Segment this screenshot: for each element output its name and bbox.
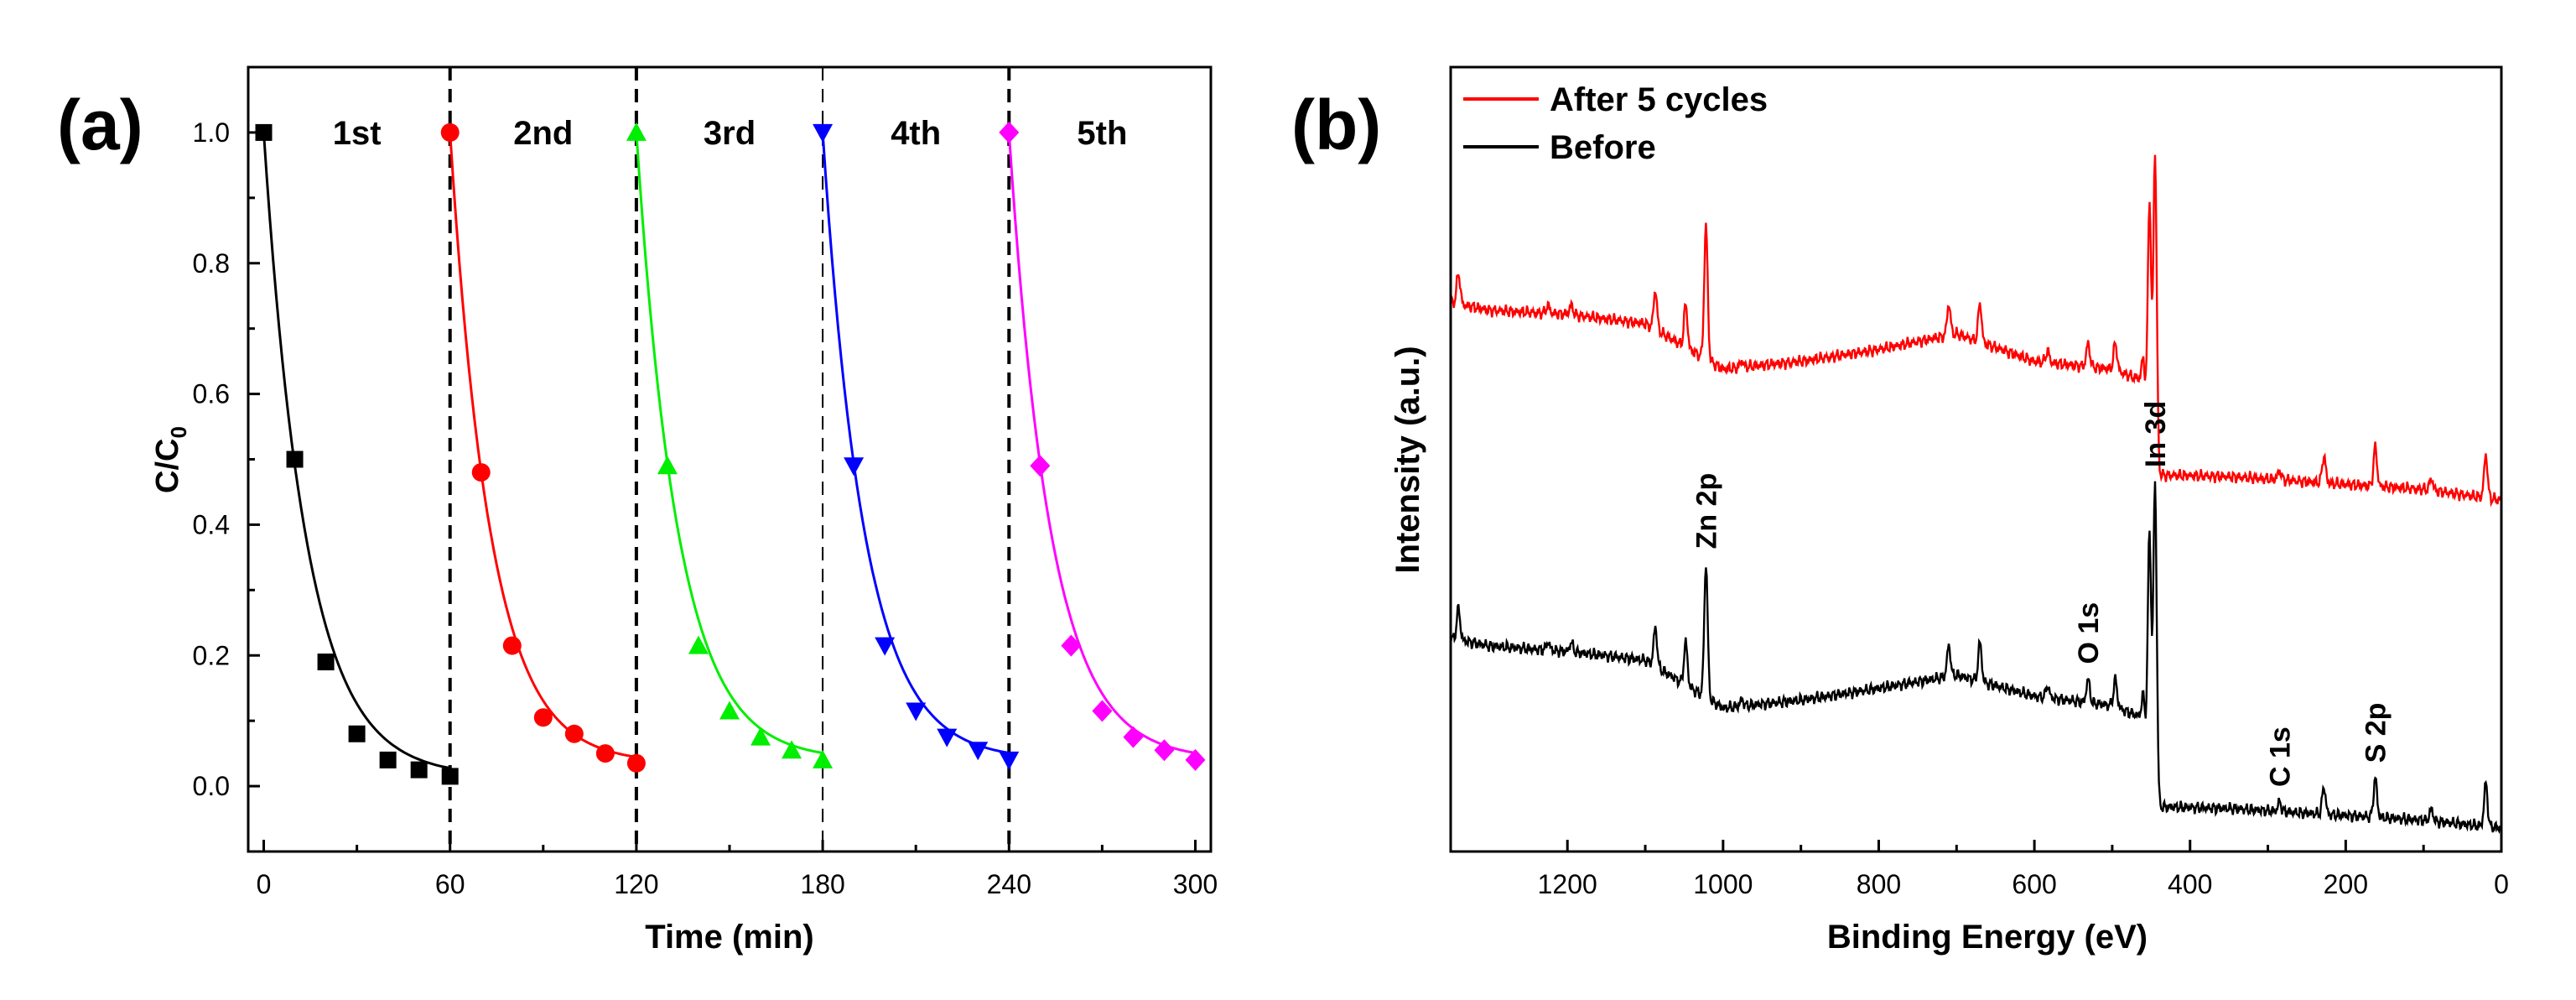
data-point-1st-2 [317,654,335,671]
peak-label-Zn-2p: Zn 2p [1690,473,1722,549]
peak-label-O-1s: O 1s [2073,602,2105,664]
legend: After 5 cycles Before [1463,81,1768,166]
data-point-4th-6 [999,751,1020,770]
data-point-5th-5 [1154,739,1175,762]
cycle-dividers [448,67,1011,852]
axis-ticks-b: 1200 1000 800 600 400 200 0 [1538,840,2509,899]
spectrum-Before [1449,481,2503,835]
panel-a-label: (a) [57,86,143,164]
chart-panel-b: (b) 1200 1000 800 600 400 200 0 Zn 2p O 1s In 3d… [1291,65,2509,956]
y-axis-title-subscript: 0 [166,426,191,438]
data-point-5th-3 [1092,700,1113,722]
y-tick-label-0.4: 0.4 [193,509,230,539]
data-point-4th-1 [844,457,865,477]
plot-frame-a [247,65,1213,853]
data-point-3rd-0 [626,122,647,141]
xb-tick-label-0: 0 [2494,869,2509,899]
y-tick-label-1.0: 1.0 [193,117,230,148]
data-point-5th-2 [1061,634,1082,657]
data-point-4th-2 [875,637,896,656]
peak-label-S-2p: S 2p [2360,703,2392,763]
x-axis-title-b: Binding Energy (eV) [1827,919,2148,956]
data-point-2nd-0 [440,122,460,142]
spectrum-curves [1449,154,2503,835]
cycle-label-1st: 1st [333,115,382,152]
y-axis-title-a: C/C0 [150,426,191,493]
x-tick-label-0: 0 [257,869,272,899]
cycle-label-3rd: 3rd [704,115,756,152]
axis-ticks: 0 60 120 180 240 300 0.0 0.2 0.4 0.6 0.8 1.0 [193,65,1218,899]
data-point-2nd-6 [626,753,646,773]
y-tick-label-0.2: 0.2 [193,640,230,670]
data-point-1st-5 [410,761,428,779]
x-axis-title-a: Time (min) [645,919,814,956]
data-point-2nd-1 [471,463,491,482]
y-tick-label-0.0: 0.0 [193,771,230,801]
y-axis-title-b: Intensity (a.u.) [1389,346,1426,573]
data-point-3rd-5 [782,740,802,759]
chart-panel-a: (a) 0 60 120 180 240 300 0.0 0.2 0.4 0.6 0.8 1.0 1s… [57,65,1218,956]
data-point-3rd-2 [688,635,709,654]
data-point-1st-0 [255,123,273,141]
series-curve-4th [821,132,1010,755]
cycle-label-5th: 5th [1077,115,1127,152]
y-tick-label-0.8: 0.8 [193,248,230,279]
series-curve-5th [1007,132,1196,755]
data-point-5th-0 [999,121,1020,143]
x-tick-label-180: 180 [800,869,844,899]
y-axis-title-main: C/C [150,439,185,493]
series-curve-3rd [635,132,823,755]
peak-annotations: Zn 2p O 1s In 3d C 1s S 2p [1690,401,2392,787]
data-point-3rd-6 [813,749,834,768]
x-tick-label-240: 240 [987,869,1031,899]
data-point-5th-4 [1123,726,1144,748]
xb-tick-label-600: 600 [2012,869,2056,899]
legend-label-before: Before [1550,129,1656,166]
data-point-4th-0 [813,123,834,143]
data-point-2nd-2 [502,636,522,655]
legend-label-after: After 5 cycles [1550,81,1768,118]
cycle-labels: 1st 2nd 3rd 4th 5th [333,115,1128,152]
series-curve-1st [262,132,451,770]
cycle-label-4th: 4th [891,115,941,152]
data-point-1st-6 [441,768,459,785]
spectrum-After 5 cycles [1449,154,2503,508]
panel-b-label: (b) [1291,86,1381,164]
data-point-5th-1 [1030,455,1051,477]
plot-frame-b [1449,65,2503,853]
data-point-1st-4 [379,751,397,768]
xb-tick-label-400: 400 [2168,869,2212,899]
x-tick-label-60: 60 [435,869,465,899]
data-point-4th-5 [968,742,989,761]
y-tick-label-0.6: 0.6 [193,379,230,409]
xb-tick-label-1200: 1200 [1538,869,1597,899]
data-point-1st-3 [348,725,366,742]
data-point-2nd-5 [595,744,615,763]
series-markers [255,121,1206,785]
data-point-1st-1 [286,451,304,468]
xb-tick-label-200: 200 [2324,869,2368,899]
data-point-3rd-1 [657,456,678,475]
data-point-2nd-3 [533,708,553,727]
series-curves [262,132,1196,770]
xb-tick-label-1000: 1000 [1693,869,1753,899]
data-point-3rd-4 [750,727,771,746]
data-point-3rd-3 [719,701,740,720]
data-point-5th-6 [1185,748,1206,771]
series-curve-2nd [449,132,637,758]
peak-label-In-3d: In 3d [2140,401,2172,467]
peak-label-C-1s: C 1s [2264,727,2296,787]
data-point-4th-4 [937,728,958,747]
xb-tick-label-800: 800 [1857,869,1901,899]
cycle-label-2nd: 2nd [513,115,573,152]
data-point-4th-3 [906,702,927,721]
x-tick-label-300: 300 [1173,869,1218,899]
data-point-2nd-4 [564,724,584,743]
x-tick-label-120: 120 [614,869,658,899]
